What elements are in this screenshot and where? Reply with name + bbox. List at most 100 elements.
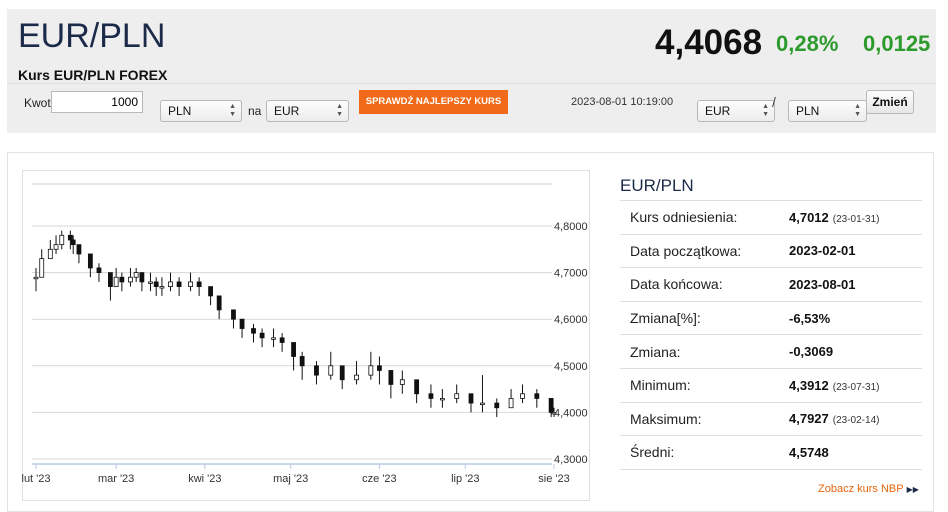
chart-frame (22, 170, 590, 501)
candle-body (76, 244, 82, 255)
candle-body (339, 365, 345, 381)
candle-body (70, 239, 76, 246)
to-currency-select[interactable]: EUR ▲ ▼ (266, 100, 349, 122)
stats-value: 2023-08-01 (789, 276, 856, 292)
from-currency-select[interactable]: PLN ▲ ▼ (160, 100, 242, 122)
candle-body (368, 365, 374, 376)
stats-value-cell: 4,7012 (23-01-31) (789, 201, 922, 235)
stats-value-cell: 2023-02-01 (789, 234, 922, 268)
candle-body (113, 276, 119, 287)
candle-body (87, 253, 93, 269)
stats-value: 4,5748 (789, 444, 829, 460)
stats-value: 4,3912 (789, 377, 829, 393)
y-tick-label: 4,5000 (554, 361, 588, 373)
stats-value-cell: -6,53% (789, 301, 922, 335)
stats-value: 4,7012 (789, 209, 829, 225)
stats-row: Średni: 4,5748 (620, 436, 922, 470)
stats-row: Zmiana[%]: -6,53% (620, 301, 922, 335)
stats-table: Kurs odniesienia: 4,7012 (23-01-31) Data po… (620, 200, 922, 470)
candle-body (480, 402, 485, 405)
stats-row: Data końcowa: 2023-08-01 (620, 268, 922, 302)
candle-body (271, 337, 276, 340)
stats-value-cell: -0,3069 (789, 335, 922, 369)
candle-body (328, 365, 334, 376)
select-arrows-icon: ▲ ▼ (854, 103, 861, 118)
quote-timestamp: 2023-08-01 10:19:00 (571, 96, 674, 108)
candle-body (354, 374, 359, 381)
stats-row: Kurs odniesienia: 4,7012 (23-01-31) (620, 200, 922, 235)
y-tick-label: 4,7000 (554, 268, 588, 280)
candle-body (534, 393, 540, 399)
stats-value: 2023-02-01 (789, 243, 856, 259)
candle-body (108, 272, 113, 287)
stats-row: Minimum: 4,3912 (23-07-31) (620, 368, 922, 403)
candle-body (299, 356, 305, 367)
header-divider (7, 83, 936, 84)
stats-value-cell: 2023-08-01 (789, 268, 922, 302)
y-tick-label: 4,8000 (554, 221, 588, 233)
candle-body (414, 379, 420, 395)
y-tick-label: 4,4000 (554, 407, 588, 419)
candle-body (439, 398, 445, 401)
nbp-rate-link[interactable]: Zobacz kurs NBP ▶▶ (818, 483, 919, 495)
candle-body (96, 267, 102, 274)
connector-label: na (248, 104, 262, 118)
candle-body (454, 393, 460, 399)
candle-body (188, 281, 193, 287)
candle-body (168, 281, 173, 287)
stats-label: Maksimum: (630, 410, 702, 427)
candle-body (208, 286, 213, 297)
candle-body (59, 234, 65, 246)
change-absolute: 0,0125 (863, 31, 931, 56)
candle-body (428, 393, 434, 399)
x-tick-label: cze '23 (362, 473, 397, 485)
select-arrows-icon: ▲ ▼ (762, 103, 769, 118)
candle-body (520, 393, 525, 399)
candle-body (508, 398, 514, 409)
stats-value: -6,53% (789, 310, 831, 326)
page-subtitle: Kurs EUR/PLN FOREX (18, 67, 168, 83)
candle-body (377, 365, 382, 371)
candle-body (251, 328, 256, 334)
stats-label: Data końcowa: (630, 276, 723, 293)
stats-value-cell: 4,3912 (23-07-31) (789, 368, 922, 402)
price-chart: 4,8000 4,7000 4,6000 4,5000 4,4000 4,3000 lut … (22, 183, 588, 485)
stats-value-cell: 4,7927 (23-02-14) (789, 402, 922, 436)
select-arrows-icon: ▲ ▼ (229, 103, 236, 118)
candle-body (159, 286, 165, 289)
stats-value: -0,3069 (789, 344, 834, 360)
stats-value-cell: 4,5748 (789, 436, 922, 470)
stats-label: Minimum: (630, 377, 691, 394)
candle-body (216, 295, 222, 311)
stats-label: Data początkowa: (630, 242, 742, 259)
pair-base-select[interactable]: EUR ▲ ▼ (697, 100, 775, 122)
x-tick-label: lip '23 (451, 473, 479, 485)
candle-body (399, 379, 405, 385)
stats-date: (23-01-31) (832, 213, 880, 225)
current-price: 4,4068 (655, 23, 763, 62)
amount-input[interactable] (51, 91, 143, 113)
candle-body (279, 337, 285, 343)
best-rate-button[interactable]: SPRAWDŹ NAJLEPSZY KURS (359, 90, 508, 114)
candle-body (47, 248, 53, 260)
select-arrows-icon: ▲ ▼ (336, 103, 343, 118)
change-percent: 0,28% (776, 31, 839, 56)
change-pair-button[interactable]: Zmień (866, 90, 914, 114)
pair-quote-select[interactable]: PLN ▲ ▼ (788, 100, 867, 122)
stats-date: (23-07-31) (832, 381, 880, 393)
candle-body (196, 281, 202, 287)
candle-body (231, 309, 236, 320)
candle-body (291, 342, 296, 357)
candle-body (388, 370, 394, 385)
candle-body (548, 398, 554, 413)
candle-body (67, 234, 73, 241)
stats-row: Zmiana: -0,3069 (620, 335, 922, 369)
candle-body (33, 276, 39, 280)
amount-label: Kwota (24, 96, 58, 110)
from-currency-value: PLN (168, 104, 192, 118)
candle-body (551, 411, 557, 415)
pair-base-value: EUR (705, 104, 731, 118)
y-tick-label: 4,6000 (554, 314, 588, 326)
x-tick-label: lut '23 (22, 473, 51, 485)
candle-body (468, 393, 474, 404)
